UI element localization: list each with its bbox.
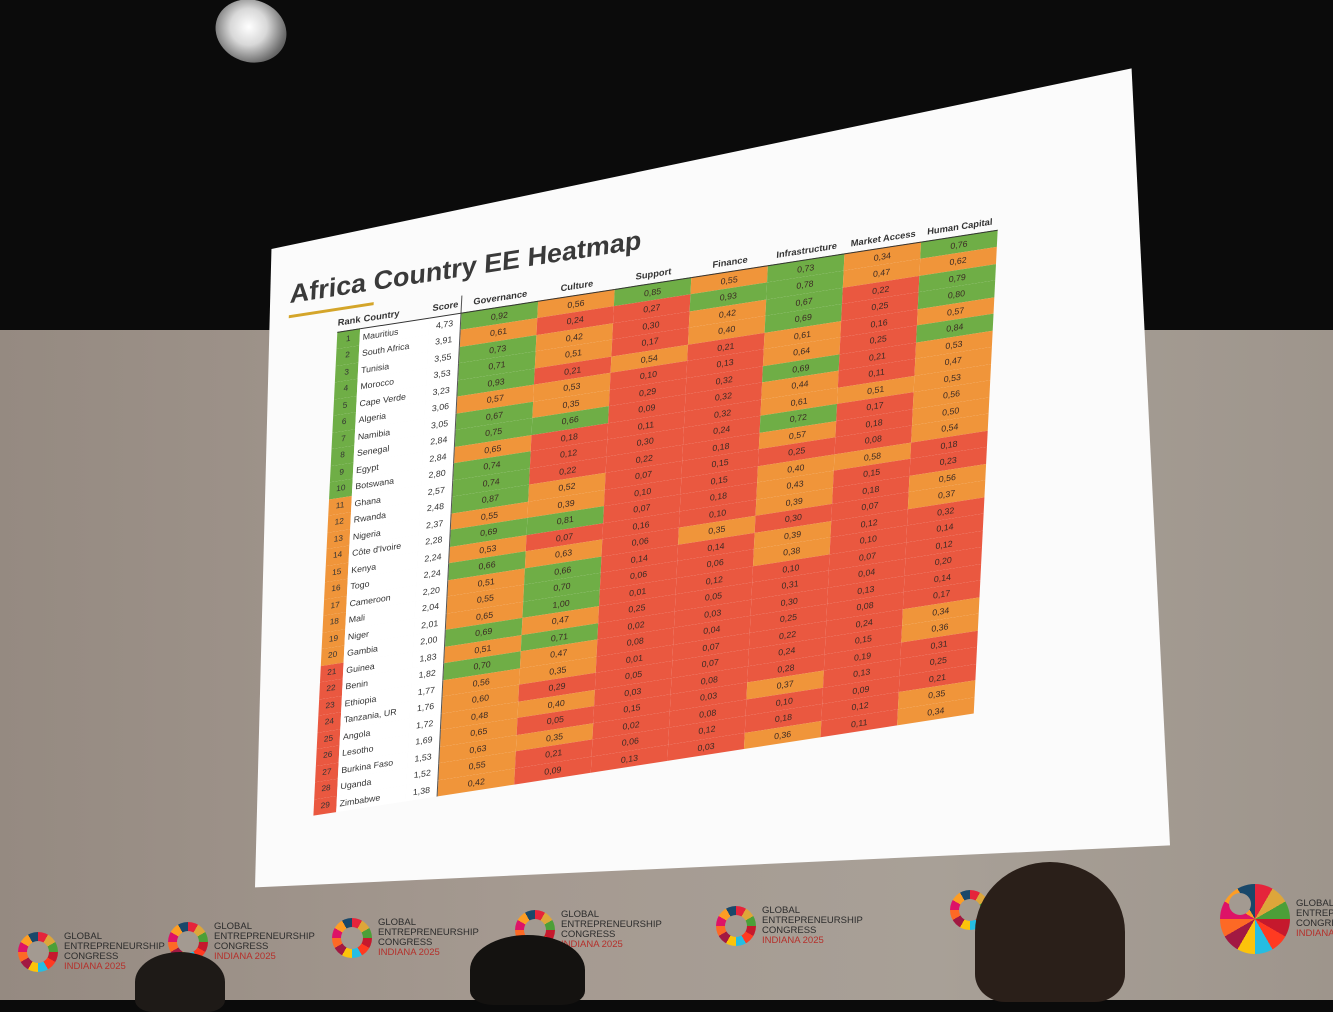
logo-line-3: CONGRESS [561,929,616,940]
logo-text: GLOBAL ENTREPRENEURSHIP CONGRESS INDIANA… [561,910,662,950]
score-cell: 1,38 [405,779,438,802]
logo-text: GLOBAL ENTREPRENEURSHIP CONGRESS INDIANA… [378,918,479,958]
logo-line-3: CONGRESS [762,925,817,936]
ceiling-light [206,0,296,73]
logo-line-2: ENTREPRENEURSHIP [561,919,662,930]
logo-text: GLOBAL ENTREPRENEURSHIP CONGRESS INDIANA… [762,906,863,946]
audience-head [470,935,585,1005]
logo-line-3: CONGRESS [214,941,269,952]
logo-line-4: INDIANA 2025 [561,939,623,950]
logo-line-1: GLOBAL [64,931,103,942]
congress-logo: GLOBAL ENTREPRENEURSHIP CONGRESS INDIANA… [716,906,863,946]
logo-line-2: ENTREPRENEURSHIP [64,941,165,952]
congress-logo: GLOBAL ENTREPRENEURSHIP CONGRESS INDIANA… [1220,884,1333,954]
logo-line-1: GLOBAL [762,905,801,916]
logo-line-2: ENTREPRENEURSHIP [378,927,479,938]
slide: Africa Country EE Heatmap Rank Country S… [239,118,1057,866]
logo-line-4: INDIANA 2025 [64,961,126,972]
rank-cell: 29 [313,795,338,816]
ring-logo-icon [332,918,372,958]
logo-line-3: CONGRESS [1296,918,1333,929]
logo-line-1: GLOBAL [561,909,600,920]
logo-line-2: ENTREPRENEURSHIP [1296,908,1333,919]
logo-line-3: CONGRESS [378,937,433,948]
ring-logo-icon [18,932,58,972]
logo-line-1: GLOBAL [378,917,417,928]
heatmap-table: Rank Country Score Governance Culture Su… [313,212,999,816]
logo-line-1: GLOBAL [1296,898,1333,909]
audience-head [975,862,1125,1002]
logo-line-3: CONGRESS [64,951,119,962]
congress-logo: GLOBAL ENTREPRENEURSHIP CONGRESS INDIANA… [332,918,479,958]
ring-logo-icon [716,906,756,946]
congress-logo: GLOBAL ENTREPRENEURSHIP CONGRESS INDIANA… [18,932,165,972]
logo-text: GLOBAL ENTREPRENEURSHIP CONGRESS INDIANA… [1296,899,1333,939]
logo-line-2: ENTREPRENEURSHIP [214,931,315,942]
logo-text: GLOBAL ENTREPRENEURSHIP CONGRESS INDIANA… [214,922,315,962]
logo-line-4: INDIANA 2025 [214,951,276,962]
logo-line-4: INDIANA 2025 [1296,928,1333,939]
logo-text: GLOBAL ENTREPRENEURSHIP CONGRESS INDIANA… [64,932,165,972]
logo-line-2: ENTREPRENEURSHIP [762,915,863,926]
audience-head [135,952,225,1012]
logo-line-1: GLOBAL [214,921,253,932]
logo-line-4: INDIANA 2025 [762,935,824,946]
logo-line-4: INDIANA 2025 [378,947,440,958]
ring-logo-icon [1220,884,1290,954]
